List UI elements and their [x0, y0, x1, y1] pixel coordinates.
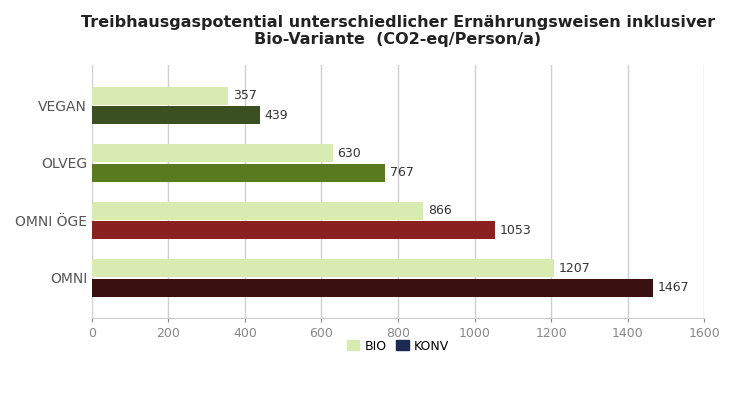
Text: 630: 630 [337, 147, 362, 160]
Bar [92, 221, 495, 239]
Text: 866: 866 [428, 204, 451, 217]
Bar [92, 278, 653, 297]
Bar [92, 164, 385, 182]
Bar [92, 144, 333, 162]
Bar [92, 259, 553, 277]
Text: 1467: 1467 [658, 281, 689, 294]
Title: Treibhausgaspotential unterschiedlicher Ernährungsweisen inklusiver
Bio-Variante: Treibhausgaspotential unterschiedlicher … [81, 15, 715, 48]
Text: 439: 439 [265, 109, 288, 122]
Text: 767: 767 [390, 166, 414, 179]
Legend: BIO, KONV: BIO, KONV [342, 334, 454, 357]
Text: 1207: 1207 [559, 262, 590, 275]
Bar [92, 202, 423, 220]
Text: 357: 357 [233, 89, 257, 102]
Bar [92, 87, 229, 105]
Bar [92, 106, 260, 125]
Text: 1053: 1053 [499, 224, 531, 237]
